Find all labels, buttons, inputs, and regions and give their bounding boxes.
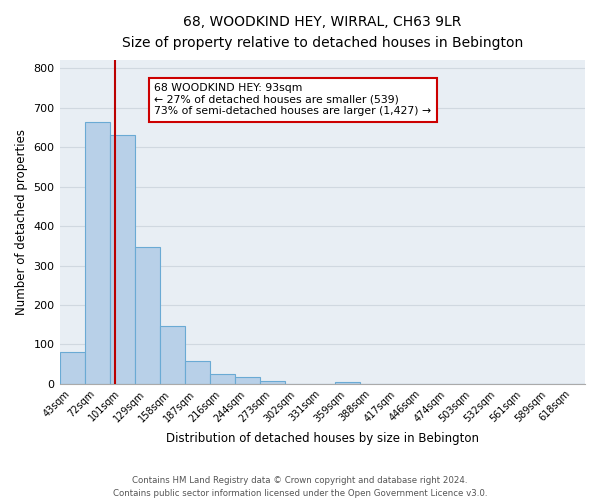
Bar	[335, 382, 360, 384]
Bar	[85, 122, 110, 384]
Bar	[110, 136, 134, 384]
Title: 68, WOODKIND HEY, WIRRAL, CH63 9LR
Size of property relative to detached houses : 68, WOODKIND HEY, WIRRAL, CH63 9LR Size …	[122, 15, 523, 50]
X-axis label: Distribution of detached houses by size in Bebington: Distribution of detached houses by size …	[166, 432, 479, 445]
Text: Contains HM Land Registry data © Crown copyright and database right 2024.
Contai: Contains HM Land Registry data © Crown c…	[113, 476, 487, 498]
Bar	[260, 380, 285, 384]
Bar	[134, 246, 160, 384]
Bar	[59, 352, 85, 384]
Text: 68 WOODKIND HEY: 93sqm
← 27% of detached houses are smaller (539)
73% of semi-de: 68 WOODKIND HEY: 93sqm ← 27% of detached…	[154, 83, 431, 116]
Y-axis label: Number of detached properties: Number of detached properties	[15, 129, 28, 315]
Bar	[160, 326, 185, 384]
Bar	[185, 362, 209, 384]
Bar	[235, 377, 260, 384]
Bar	[209, 374, 235, 384]
